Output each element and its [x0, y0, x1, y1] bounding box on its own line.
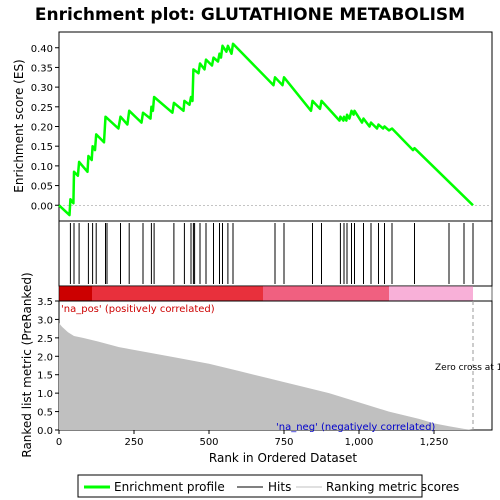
es-y-tick-label: 0.05: [31, 182, 53, 193]
es-y-tick-label: 0.15: [31, 142, 53, 153]
legend-label-metric: Ranking metric scores: [326, 480, 459, 494]
metric-panel: Zero cross at 1380 'na_pos' (positively …: [20, 272, 500, 465]
chart-title: Enrichment plot: GLUTATHIONE METABOLISM: [35, 5, 465, 25]
ranking-metric-area: [59, 323, 473, 430]
metric-x-axis: 0 250 500 750 1,000 1,250: [56, 430, 449, 448]
hit-markers: [69, 223, 474, 284]
metric-y-tick-label: 2.5: [37, 334, 53, 345]
zero-cross-label: Zero cross at 1380: [435, 363, 500, 373]
color-bar-segment: [263, 286, 389, 301]
x-tick-label: 1,250: [420, 437, 449, 448]
es-y-tick-label: 0.30: [31, 83, 53, 94]
metric-y-tick-label: 0.5: [37, 408, 53, 419]
color-bar-segment: [92, 286, 263, 301]
metric-y-axis-label: Ranked list metric (PreRanked): [20, 272, 34, 457]
es-panel-frame: [58, 31, 493, 222]
es-y-axis-label: Enrichment score (ES): [12, 59, 26, 192]
neg-correlated-label: 'na_neg' (negatively correlated): [276, 422, 435, 433]
legend-label-enrichment: Enrichment profile: [114, 480, 225, 494]
metric-y-tick-label: 1.5: [37, 371, 53, 382]
es-y-tick-label: 0.20: [31, 123, 53, 134]
x-axis-label: Rank in Ordered Dataset: [209, 451, 357, 465]
legend-frame: [77, 474, 423, 498]
pos-correlated-label: 'na_pos' (positively correlated): [61, 304, 215, 315]
es-y-tick-label: 0.25: [31, 103, 53, 114]
x-tick-label: 250: [124, 437, 143, 448]
metric-y-tick-label: 2.0: [37, 352, 53, 363]
x-tick-label: 0: [56, 437, 62, 448]
enrichment-profile-line: [58, 42, 474, 217]
es-y-tick-label: 0.35: [31, 63, 53, 74]
color-bar-segment: [389, 286, 473, 301]
ranking-color-bar: [58, 285, 493, 302]
legend-label-hits: Hits: [268, 480, 291, 494]
legend: Enrichment profile Hits Ranking metric s…: [77, 474, 459, 498]
x-tick-label: 500: [199, 437, 218, 448]
es-y-tick-label: 0.10: [31, 162, 53, 173]
metric-y-tick-label: 0.0: [37, 426, 53, 437]
es-y-tick-label: 0.00: [31, 201, 53, 212]
x-tick-label: 1,000: [345, 437, 374, 448]
color-bar-segment: [59, 286, 92, 301]
es-panel: 0.00 0.05 0.10 0.15 0.20 0.25 0.30 0.35 0.40 Enr…: [12, 31, 493, 222]
metric-y-axis: 0.0 0.5 1.0 1.5 2.0 2.5 3.0 3.5: [37, 297, 59, 437]
es-y-axis: 0.00 0.05 0.10 0.15 0.20 0.25 0.30 0.35 0.40: [31, 44, 492, 212]
hits-panel: [58, 220, 493, 287]
x-tick-label: 750: [274, 437, 293, 448]
metric-y-tick-label: 3.0: [37, 315, 53, 326]
metric-y-tick-label: 3.5: [37, 297, 53, 308]
metric-y-tick-label: 1.0: [37, 389, 53, 400]
es-y-tick-label: 0.40: [31, 44, 53, 55]
